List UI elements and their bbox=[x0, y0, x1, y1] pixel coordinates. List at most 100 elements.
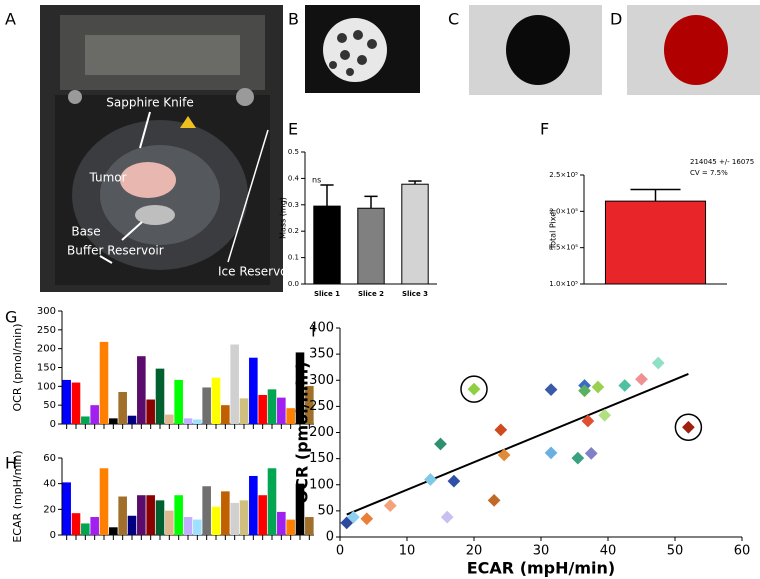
point bbox=[447, 474, 461, 488]
bar bbox=[155, 368, 165, 424]
y-axis-label: Mass (mg) bbox=[279, 197, 288, 239]
bar bbox=[258, 495, 267, 535]
point bbox=[440, 510, 454, 524]
bar bbox=[146, 495, 155, 535]
bar bbox=[183, 517, 193, 535]
y-tick-label: 50 bbox=[317, 503, 334, 518]
y-tick-label: 1.0×10⁵ bbox=[549, 280, 578, 288]
photo-d bbox=[627, 5, 760, 95]
point bbox=[360, 512, 374, 526]
bar bbox=[604, 200, 707, 285]
point bbox=[424, 473, 437, 486]
panel-label: A bbox=[5, 10, 16, 29]
bar bbox=[71, 382, 81, 424]
bar bbox=[62, 379, 71, 424]
bar bbox=[90, 405, 99, 424]
y-tick-label: 0.3 bbox=[288, 201, 299, 209]
point bbox=[591, 380, 605, 394]
panel-label: H bbox=[5, 454, 17, 473]
point bbox=[497, 448, 511, 462]
bar bbox=[313, 205, 341, 285]
point bbox=[544, 383, 558, 397]
bar bbox=[305, 385, 314, 424]
y-tick-label: 350 bbox=[309, 347, 334, 362]
bar bbox=[239, 398, 249, 424]
photo-label: Sapphire Knife bbox=[106, 96, 193, 110]
photo-label: Tumor bbox=[88, 171, 126, 185]
y-tick-label: 0.0 bbox=[288, 280, 299, 288]
bar bbox=[155, 500, 165, 535]
photo-a bbox=[40, 5, 283, 292]
bar bbox=[249, 475, 258, 535]
x-tick-label: Slice 1 bbox=[314, 290, 340, 298]
bar bbox=[286, 408, 295, 424]
trendline bbox=[346, 373, 689, 516]
y-tick-label: 1.5×10⁵ bbox=[549, 244, 578, 252]
bar bbox=[202, 486, 211, 535]
photo-label: Base bbox=[71, 225, 100, 239]
photo-c bbox=[469, 5, 602, 95]
bar bbox=[137, 495, 146, 535]
x-tick-label: Slice 2 bbox=[358, 290, 384, 298]
bar bbox=[81, 416, 90, 424]
bar bbox=[305, 517, 314, 535]
panel-label: D bbox=[610, 10, 622, 29]
point bbox=[682, 420, 695, 434]
bar bbox=[62, 482, 71, 535]
bar bbox=[239, 500, 249, 535]
annotation: CV = 7.5% bbox=[690, 169, 728, 177]
y-tick-label: 0.4 bbox=[288, 174, 300, 182]
bar bbox=[99, 341, 109, 424]
bar bbox=[267, 389, 277, 424]
photo-b bbox=[305, 5, 420, 93]
y-tick-label: 200 bbox=[309, 425, 334, 440]
bar bbox=[258, 394, 267, 424]
bar bbox=[137, 356, 146, 424]
bar bbox=[165, 510, 174, 535]
y-tick-label: 250 bbox=[37, 325, 56, 336]
point bbox=[494, 423, 508, 437]
bar bbox=[183, 418, 193, 424]
bar bbox=[109, 527, 118, 535]
bar bbox=[118, 496, 127, 535]
panel-label: E bbox=[288, 120, 298, 139]
point bbox=[635, 372, 648, 386]
point bbox=[651, 356, 665, 370]
panel-label: F bbox=[540, 120, 549, 139]
bar bbox=[295, 483, 305, 535]
bar bbox=[81, 523, 90, 535]
panel-label: B bbox=[288, 10, 299, 29]
y-tick-label: 0.5 bbox=[288, 148, 299, 156]
y-tick-label: 400 bbox=[309, 321, 334, 336]
bar bbox=[267, 468, 277, 535]
point bbox=[434, 437, 447, 451]
x-tick-label: 40 bbox=[600, 544, 617, 559]
point bbox=[584, 447, 598, 460]
annotation: ns bbox=[312, 176, 321, 185]
x-tick-label: Slice 3 bbox=[402, 290, 428, 298]
panel-label: C bbox=[448, 10, 459, 29]
bar bbox=[277, 397, 286, 424]
y-axis-label: ECAR (mpH/min) bbox=[11, 450, 24, 542]
highlight-circle bbox=[674, 413, 703, 442]
bar bbox=[174, 495, 183, 535]
y-axis-label: Total Pixel bbox=[549, 210, 558, 251]
y-tick-label: 0.1 bbox=[288, 254, 299, 262]
y-axis-label: OCR (pmol/min) bbox=[11, 324, 24, 412]
y-tick-label: 60 bbox=[43, 453, 56, 464]
bar bbox=[211, 377, 221, 424]
bar bbox=[230, 502, 239, 535]
bar bbox=[221, 405, 230, 424]
x-axis-label: ECAR (mpH/min) bbox=[467, 559, 615, 578]
y-tick-label: 20 bbox=[43, 504, 56, 515]
bar bbox=[295, 352, 305, 424]
y-tick-label: 40 bbox=[43, 479, 56, 490]
y-tick-label: 300 bbox=[309, 373, 334, 388]
bar bbox=[71, 513, 81, 535]
photo-label: Buffer Reservoir bbox=[67, 244, 164, 258]
bar bbox=[127, 515, 137, 535]
panel-label: G bbox=[5, 308, 17, 327]
y-tick-label: 150 bbox=[309, 451, 334, 466]
bar bbox=[193, 519, 202, 535]
photo-label: Ice Reservoir bbox=[218, 265, 296, 279]
